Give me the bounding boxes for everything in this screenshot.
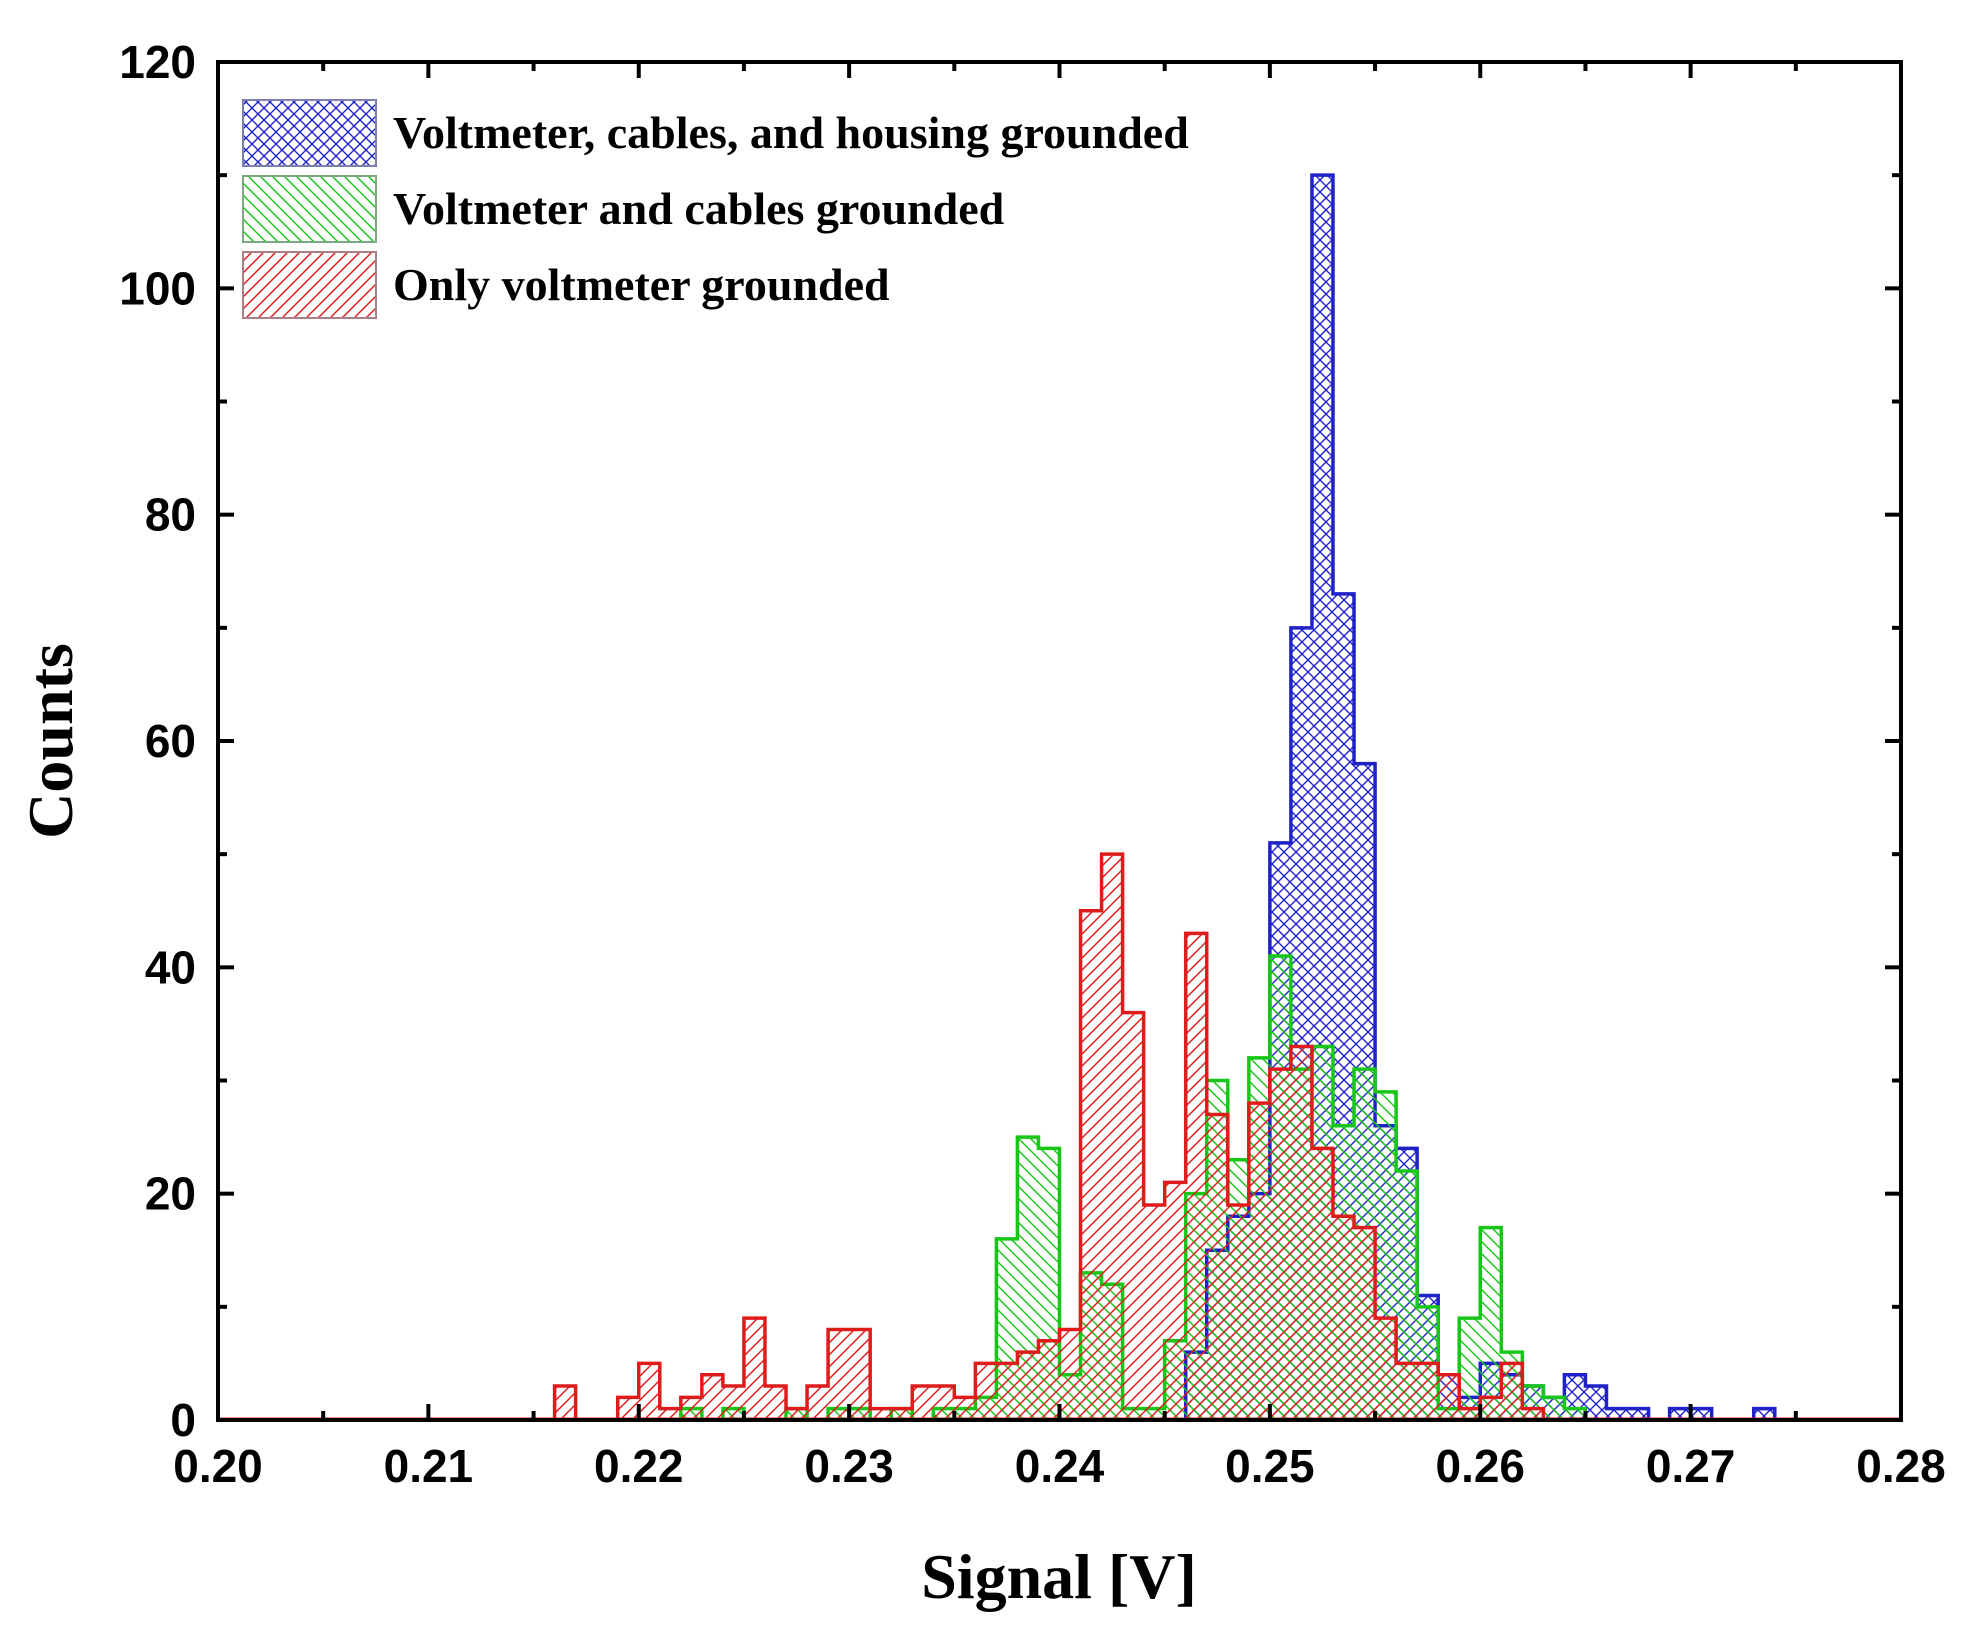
histogram-bar: [891, 1408, 913, 1420]
histogram-bar: [975, 1363, 997, 1420]
y-tick-label: 0: [170, 1394, 196, 1446]
histogram-bar: [764, 1386, 787, 1420]
histogram-bar: [1501, 1363, 1523, 1420]
y-axis-title: Counts: [15, 643, 86, 839]
histogram-bar: [1438, 1374, 1460, 1420]
histogram-bar: [1017, 1137, 1039, 1420]
axis-ticks: [216, 60, 1903, 1422]
x-tick-label: 0.27: [1646, 1440, 1736, 1492]
histogram-bar: [870, 1408, 892, 1420]
histogram-bar: [786, 1408, 808, 1420]
x-tick-label: 0.25: [1225, 1440, 1315, 1492]
x-axis-title: Signal [V]: [921, 1541, 1197, 1612]
histogram-bar: [1543, 1397, 1565, 1420]
legend-swatch: [242, 251, 377, 319]
histogram-bar: [1417, 1363, 1439, 1420]
histogram-bar: [1627, 1408, 1649, 1420]
histogram-bar: [617, 1397, 639, 1420]
y-tick-label: 120: [119, 36, 196, 88]
x-tick-label: 0.23: [804, 1440, 894, 1492]
histogram-bar: [1059, 1329, 1081, 1420]
histogram-bar: [933, 1386, 955, 1420]
legend-swatch-border: [242, 99, 377, 167]
histogram-bar: [1690, 1408, 1712, 1420]
legend-label: Only voltmeter grounded: [393, 259, 890, 310]
histogram-bar: [1269, 1069, 1291, 1420]
legend-item: Voltmeter and cables grounded: [242, 175, 1005, 243]
histogram-bar: [1248, 1103, 1270, 1420]
x-tick-label: 0.28: [1856, 1440, 1946, 1492]
histogram-bar: [1480, 1397, 1502, 1420]
histogram-bar: [638, 1363, 660, 1420]
histogram-bar: [1480, 1227, 1502, 1420]
histogram-bar: [1354, 1227, 1376, 1420]
histogram-bar: [849, 1329, 871, 1420]
histogram-bar: [1564, 1408, 1586, 1420]
legend: Voltmeter, cables, and housing grounded V…: [242, 99, 1189, 319]
histogram-bar: [1522, 1408, 1544, 1420]
histogram-bar: [1396, 1363, 1418, 1420]
legend-label: Voltmeter, cables, and housing grounded: [393, 107, 1189, 158]
x-tick-label: 0.26: [1435, 1440, 1525, 1492]
legend-item: Only voltmeter grounded: [242, 251, 890, 319]
histogram-bar: [1227, 1204, 1249, 1420]
histogram-bar: [554, 1386, 576, 1420]
histogram-bar: [1038, 1340, 1060, 1420]
histogram-bar: [659, 1408, 681, 1420]
x-tick-label: 0.20: [173, 1440, 263, 1492]
histogram-bar: [1311, 1148, 1333, 1420]
legend-item: Voltmeter, cables, and housing grounded: [242, 99, 1189, 167]
histogram-bar: [722, 1386, 744, 1420]
y-tick-label: 20: [145, 1168, 196, 1220]
histogram-bar: [1122, 1012, 1144, 1420]
histogram-bar: [1017, 1352, 1039, 1420]
histogram-bar: [743, 1318, 765, 1420]
histogram-bar: [1080, 910, 1102, 1420]
axis-tick-labels: 0.20 0.21 0.22 0.23 0.24 0.25 0.26 0.27 0.28 0 20 4…: [119, 36, 1946, 1492]
legend-label: Voltmeter and cables grounded: [393, 183, 1005, 234]
y-tick-label: 80: [145, 489, 196, 541]
histogram-bar: [1606, 1408, 1628, 1420]
y-tick-label: 60: [145, 715, 196, 767]
histogram-bar: [1332, 1216, 1355, 1420]
histogram-bar: [828, 1329, 850, 1420]
histogram-bar: [1459, 1318, 1481, 1420]
histogram-bar: [996, 1363, 1018, 1420]
legend-swatch-border: [242, 251, 377, 319]
x-tick-label: 0.24: [1015, 1440, 1105, 1492]
histogram-bar: [1164, 1182, 1186, 1420]
histogram-bar: [701, 1374, 723, 1420]
histogram-bar: [1459, 1408, 1481, 1420]
x-tick-label: 0.22: [594, 1440, 684, 1492]
histogram-bar: [1290, 1046, 1312, 1420]
histogram-bar: [1669, 1408, 1691, 1420]
y-tick-label: 100: [119, 262, 196, 314]
histogram-bar: [1585, 1386, 1607, 1420]
histogram-series-group: [218, 173, 1901, 1420]
histogram-outline: [552, 852, 1546, 1420]
histogram-bar: [912, 1386, 934, 1420]
histogram-bar: [1101, 854, 1123, 1420]
y-tick-label: 40: [145, 941, 196, 993]
histogram-bar: [807, 1386, 829, 1420]
x-tick-label: 0.21: [384, 1440, 474, 1492]
histogram-bar: [954, 1397, 976, 1420]
legend-swatch: [242, 175, 377, 243]
histogram-bar: [1185, 933, 1207, 1420]
legend-swatch-border: [242, 175, 377, 243]
histogram-bar: [1753, 1408, 1775, 1420]
histogram-bar: [1375, 1318, 1397, 1420]
histogram-bar: [1206, 1114, 1228, 1420]
series-3: [218, 852, 1901, 1420]
histogram-bar: [1143, 1204, 1165, 1420]
histogram-bar: [680, 1397, 702, 1420]
legend-swatch: [242, 99, 377, 167]
histogram-bar: [1396, 1171, 1418, 1420]
